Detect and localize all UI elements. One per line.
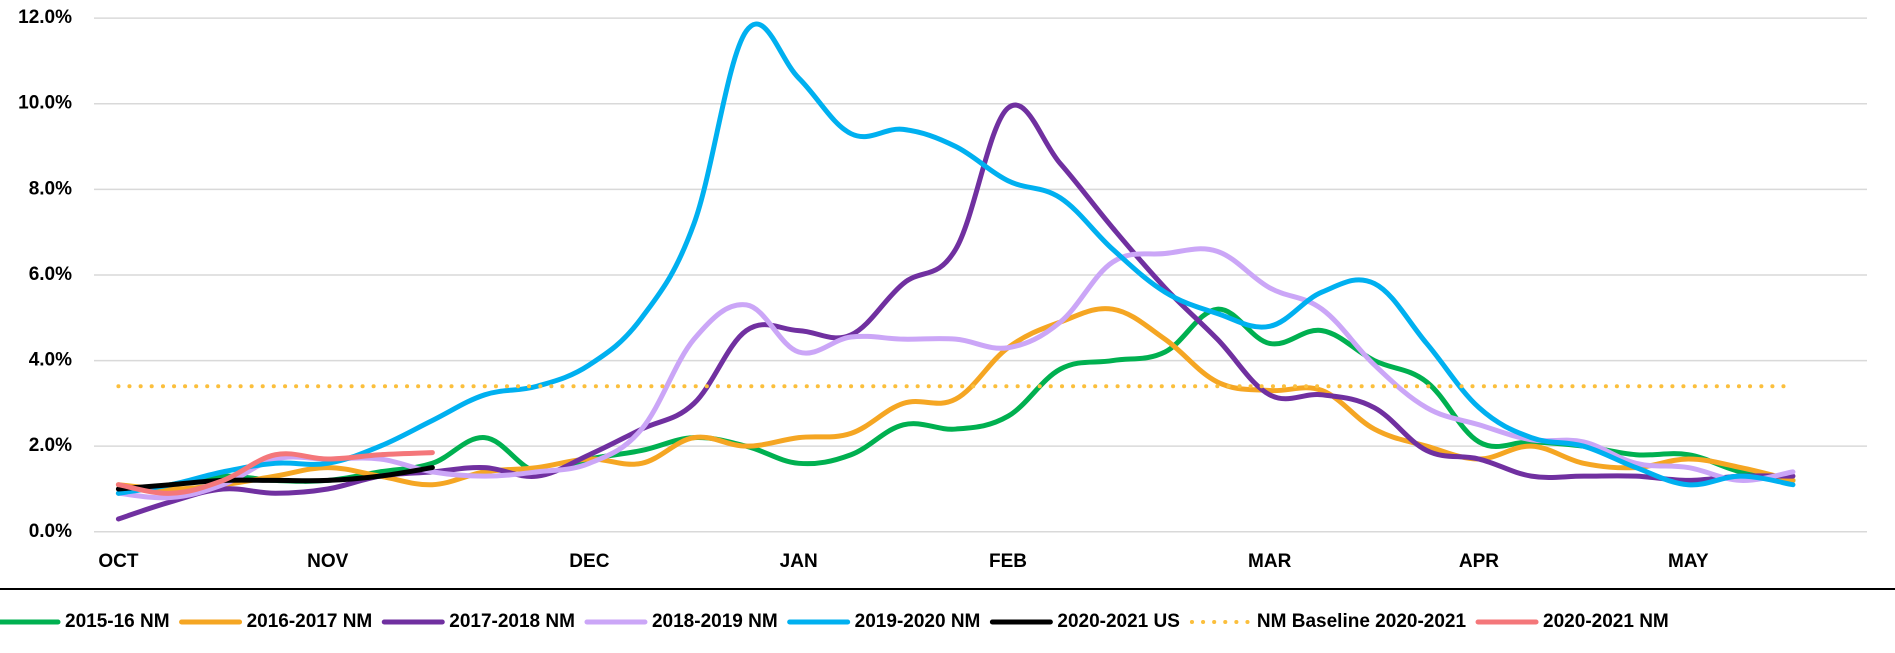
legend-label: 2020-2021 US (1057, 611, 1180, 632)
y-tick-label: 0.0% (29, 521, 72, 542)
x-tick-label: MAR (1248, 551, 1292, 572)
y-tick-label: 6.0% (29, 264, 72, 285)
y-tick-label: 4.0% (29, 350, 72, 371)
y-tick-label: 2.0% (29, 435, 72, 456)
legend-label: 2019-2020 NM (855, 611, 981, 632)
legend-label: 2016-2017 NM (247, 611, 373, 632)
series-line (115, 306, 1796, 496)
y-tick-label: 12.0% (18, 7, 72, 28)
legend-label: 2020-2021 NM (1543, 611, 1669, 632)
series-line (115, 465, 435, 492)
legend-label: 2017-2018 NM (449, 611, 575, 632)
series-line (115, 306, 1796, 492)
legend-label: 2015-16 NM (65, 611, 170, 632)
x-tick-label: JAN (780, 551, 818, 572)
series-line (115, 246, 1796, 501)
x-tick-label: DEC (569, 551, 609, 572)
legend-label: 2018-2019 NM (652, 611, 778, 632)
x-tick-label: APR (1459, 551, 1499, 572)
series-line (115, 450, 435, 496)
y-tick-label: 10.0% (18, 93, 72, 114)
x-tick-label: OCT (98, 551, 139, 572)
x-tick-label: MAY (1668, 551, 1709, 572)
x-tick-label: NOV (307, 551, 349, 572)
y-tick-label: 8.0% (29, 178, 72, 199)
series-line (115, 21, 1796, 496)
legend-label: NM Baseline 2020-2021 (1257, 611, 1467, 632)
x-tick-label: FEB (989, 551, 1027, 572)
